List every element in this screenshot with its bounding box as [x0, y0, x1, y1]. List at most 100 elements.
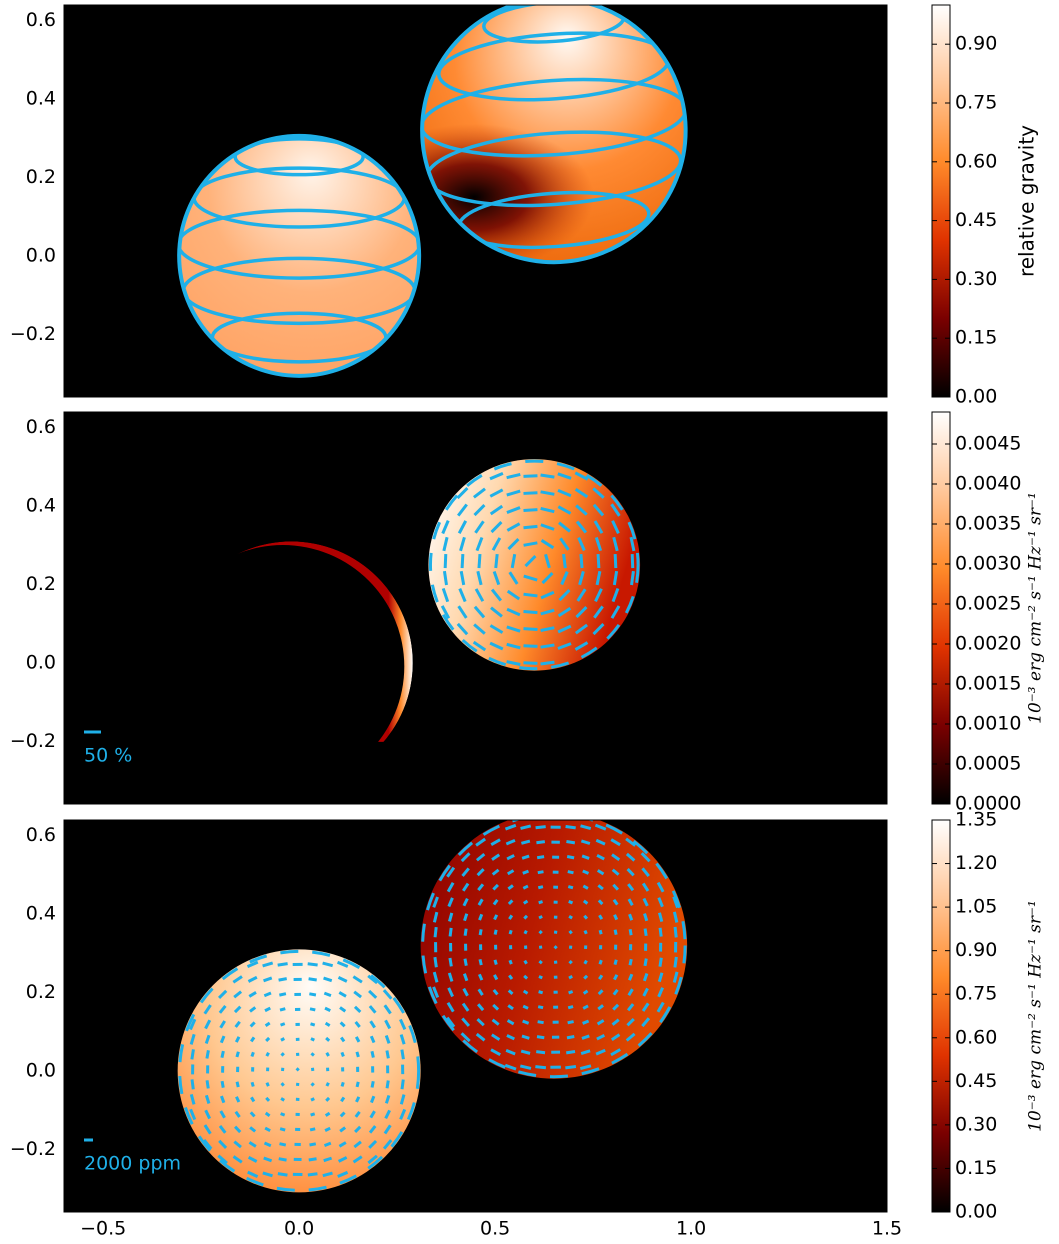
- polarization-vector: [522, 856, 529, 858]
- polarization-vector: [599, 915, 601, 919]
- polarization-vector: [372, 1081, 373, 1087]
- polarization-vector: [465, 959, 466, 966]
- polarization-vector: [538, 1007, 543, 1008]
- polarization-vector: [568, 1022, 574, 1023]
- y-tick-label: 0.2: [26, 166, 56, 188]
- colorbar-tick-label: 0.0010: [955, 713, 1021, 735]
- polarization-vector: [523, 493, 537, 494]
- polarization-vector: [480, 959, 481, 965]
- polarization-vector: [207, 1050, 208, 1058]
- polarization-vector: [615, 554, 616, 568]
- polarization-vector: [387, 1080, 388, 1088]
- y-tick-label: 0.4: [26, 88, 56, 110]
- colorbar-tick-label: 0.60: [955, 150, 997, 172]
- polarization-vector: [630, 914, 632, 920]
- polarization-vector: [568, 872, 574, 873]
- polarization-vector: [310, 1129, 315, 1130]
- polarization-vector: [570, 931, 572, 934]
- polarization-vector: [523, 476, 537, 477]
- polarization-vector: [630, 929, 631, 935]
- y-tick-label: 0.0: [26, 651, 56, 673]
- polarization-vector: [523, 663, 537, 664]
- polarization-vector: [539, 992, 543, 993]
- y-tick-label: 0.4: [26, 903, 56, 925]
- polarization-vector: [309, 1159, 317, 1160]
- y-tick-label: −0.2: [10, 323, 56, 345]
- colorbar-label: relative gravity: [1015, 125, 1039, 277]
- polarization-vector: [465, 914, 467, 921]
- colorbar-tick-label: 0.90: [955, 939, 997, 961]
- polarization-vector: [540, 931, 542, 933]
- polarization-vector: [308, 964, 318, 965]
- polarization-vector: [311, 1053, 314, 1055]
- polarization-vector: [523, 871, 529, 873]
- polarization-vector: [192, 1079, 193, 1089]
- polarization-vector: [536, 842, 544, 843]
- polarization-vector: [326, 1113, 330, 1116]
- polarization-vector: [539, 916, 542, 917]
- polarization-vector: [645, 959, 646, 966]
- polarization-vector: [535, 1067, 546, 1068]
- polarization-vector: [480, 929, 481, 935]
- colorbar-tick-label: 0.45: [955, 209, 997, 231]
- colorbar-tick-label: 0.0035: [955, 513, 1021, 535]
- polarization-vector: [327, 1083, 329, 1086]
- polarization-vector: [632, 571, 634, 585]
- x-tick-label: 1.5: [872, 1218, 902, 1240]
- polarization-vector: [279, 979, 287, 980]
- polarization-vector: [279, 1159, 287, 1160]
- polarization-vector: [312, 1083, 314, 1085]
- polarization-vector: [537, 1037, 544, 1038]
- polarization-vector: [524, 991, 528, 993]
- colorbar-tick-label: 0.15: [955, 327, 997, 349]
- polarization-vector: [525, 961, 527, 964]
- polarization-vector: [496, 554, 497, 568]
- polarization-vector: [278, 964, 288, 966]
- polarization-vector: [509, 915, 511, 919]
- polarization-vector: [524, 976, 527, 979]
- x-tick-label: 0.0: [284, 1218, 314, 1240]
- star: [170, 541, 413, 784]
- polarization-vector: [495, 960, 496, 965]
- polarization-vector: [585, 961, 587, 964]
- polarization-vector: [615, 915, 617, 920]
- polarization-vector: [326, 1038, 329, 1041]
- polarization-vector: [567, 857, 574, 858]
- colorbar-tick-label: 0.0025: [955, 593, 1021, 615]
- polarization-vector: [536, 827, 546, 828]
- polarization-vector: [310, 1144, 316, 1145]
- colorbar-tick-label: 0.0040: [955, 473, 1021, 495]
- polarization-vector: [539, 961, 542, 963]
- polarization-vector: [297, 1068, 299, 1070]
- polarization-vector: [585, 931, 586, 934]
- polarization-vector: [444, 571, 446, 585]
- polarization-vector: [435, 957, 436, 967]
- polarization-vector: [568, 887, 573, 888]
- polarization-vector: [569, 901, 573, 902]
- y-tick-label: 0.6: [26, 416, 56, 438]
- polarization-vector: [598, 554, 599, 568]
- polarization-vector: [402, 1080, 403, 1090]
- polarization-vector: [569, 961, 571, 963]
- polarization-vector: [541, 662, 555, 664]
- polarization-vector: [495, 930, 496, 935]
- polarization-vector: [266, 1098, 269, 1101]
- polarization-vector: [310, 1009, 315, 1010]
- polarization-vector: [600, 960, 601, 964]
- polarization-vector: [465, 929, 466, 936]
- polarization-vector: [523, 646, 537, 647]
- polarization-vector: [281, 1098, 284, 1100]
- colorbar-tick-label: 0.0005: [955, 753, 1021, 775]
- y-tick-label: 0.0: [26, 244, 56, 266]
- polarization-vector: [357, 1052, 358, 1057]
- polarization-vector: [327, 1053, 329, 1056]
- polarization-vector: [387, 1050, 388, 1058]
- polarization-vector: [660, 928, 661, 937]
- colorbar-tick-label: 0.00: [955, 386, 997, 408]
- polarization-vector: [615, 930, 616, 935]
- polarization-vector: [632, 554, 633, 568]
- y-tick-label: −0.2: [10, 730, 56, 752]
- polarization-vector: [566, 1052, 575, 1053]
- polarization-vector: [267, 1053, 269, 1056]
- polarization-vector: [237, 1082, 238, 1087]
